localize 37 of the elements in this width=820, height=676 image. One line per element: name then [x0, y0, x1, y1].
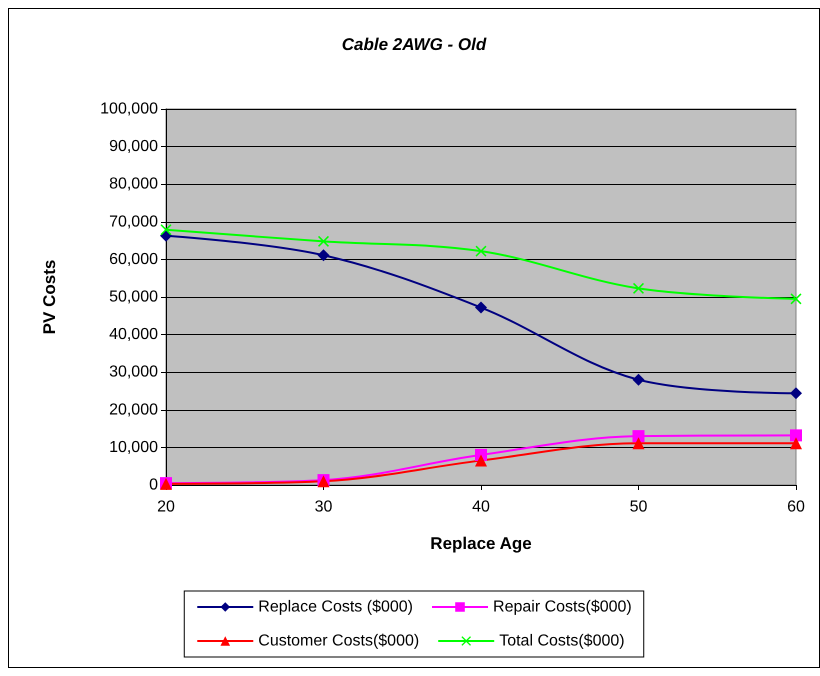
- legend-label: Replace Costs ($000): [258, 598, 414, 616]
- point: [790, 293, 802, 304]
- y-tick-label: 90,000: [109, 138, 158, 156]
- y-tick-label: 10,000: [109, 438, 158, 456]
- y-tick-label: 50,000: [109, 288, 158, 306]
- chart-title: Cable 2AWG - Old: [342, 35, 487, 54]
- legend-label: Total Costs($000): [499, 632, 625, 650]
- point: [475, 454, 487, 467]
- x-tick-label: 50: [630, 498, 648, 516]
- point: [790, 437, 802, 450]
- y-tick-label: 30,000: [109, 364, 158, 381]
- legend-label: Repair Costs($000): [493, 598, 632, 616]
- point: [318, 236, 329, 247]
- legend-label: Customer Costs($000): [258, 632, 420, 650]
- x-axis-title: Replace Age: [430, 534, 532, 553]
- x-tick-label: 30: [314, 498, 332, 516]
- point: [160, 224, 172, 236]
- y-tick-label: 40,000: [109, 326, 158, 344]
- x-tick-label: 60: [787, 498, 805, 516]
- point: [632, 430, 644, 442]
- point: [632, 437, 644, 450]
- point: [475, 302, 487, 314]
- y-tick-label: 60,000: [109, 250, 158, 268]
- y-tick-label: 100,000: [100, 100, 158, 118]
- point: [318, 249, 330, 262]
- y-axis-title: PV Costs: [40, 260, 59, 334]
- point: [790, 387, 802, 400]
- x-tick-label: 20: [157, 498, 175, 516]
- y-tick-label: 70,000: [109, 213, 158, 230]
- y-tick-label: 0: [149, 476, 158, 494]
- point: [476, 246, 486, 257]
- x-tick-label: 40: [472, 498, 490, 516]
- y-tick-label: 80,000: [109, 176, 158, 193]
- point: [633, 282, 644, 294]
- point: [790, 429, 802, 442]
- point: [632, 374, 644, 386]
- y-tick-label: 20,000: [109, 401, 158, 418]
